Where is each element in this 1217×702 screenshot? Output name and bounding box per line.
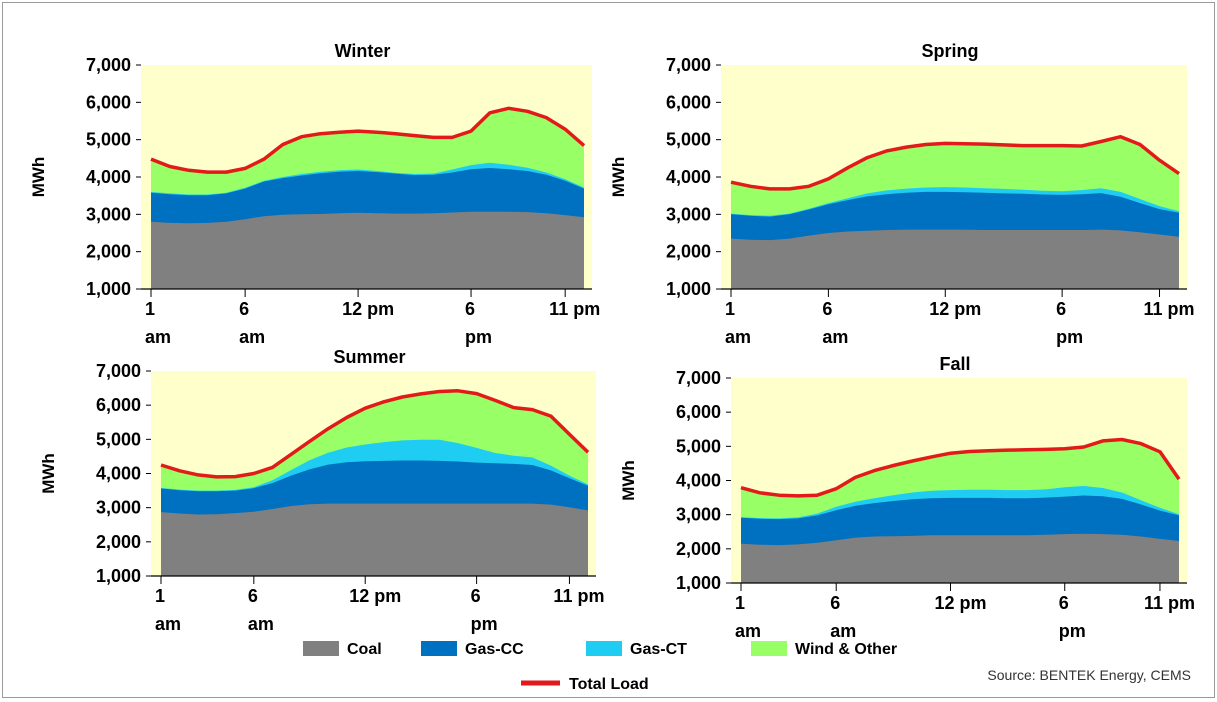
winter-xtick-sublabel: am: [145, 327, 171, 347]
fall-xtick-label: 6: [1059, 593, 1069, 613]
fall-xtick-label: 6: [830, 593, 840, 613]
winter-title: Winter: [335, 41, 391, 61]
spring-panel: 1,000 2,000 3,000 4,000 5,000 6,000 7,000 1 am 6 a…: [609, 41, 1195, 347]
winter-ytick-label: 6,000: [86, 92, 131, 112]
summer-xtick-sublabel: am: [248, 614, 274, 634]
spring-ytick-label: 4,000: [666, 167, 711, 187]
legend-swatch-wind-other: [751, 641, 787, 656]
legend-swatch-coal: [303, 641, 339, 656]
legend: Coal Gas-CC Gas-CT Wind & Other Total Lo…: [303, 641, 897, 693]
spring-area-coal: [731, 229, 1179, 289]
fall-y-axis-label: MWh: [619, 460, 638, 501]
spring-xtick-sublabel: am: [822, 327, 848, 347]
legend-label-coal: Coal: [347, 641, 382, 658]
fall-ytick-label: 3,000: [676, 505, 721, 525]
spring-y-axis-label: MWh: [609, 157, 628, 198]
winter-total-load-line: [150, 106, 586, 174]
figure-canvas: 1,000 2,000 3,000 4,000 5,000 6,000 7,000 1 am 6 a…: [29, 41, 1195, 693]
winter-ytick-label: 3,000: [86, 204, 131, 224]
spring-xtick-sublabel: pm: [1056, 327, 1083, 347]
winter-panel: 1,000 2,000 3,000 4,000 5,000 6,000 7,000 1 am 6 a…: [29, 41, 600, 347]
summer-xtick-sublabel: am: [155, 614, 181, 634]
summer-ytick-label: 1,000: [96, 566, 141, 586]
summer-xtick-label: 6: [248, 586, 258, 606]
summer-xtick-label: 6: [471, 586, 481, 606]
winter-xtick-label: 11 pm: [549, 299, 600, 319]
winter-xtick-label: 12 pm: [342, 299, 394, 319]
fall-xtick-sublabel: am: [735, 621, 761, 641]
winter-xtick-label: 6: [239, 299, 249, 319]
summer-ytick-label: 2,000: [96, 532, 141, 552]
summer-ytick-label: 3,000: [96, 498, 141, 518]
winter-ytick-label: 1,000: [86, 279, 131, 299]
winter-xtick-sublabel: pm: [465, 327, 492, 347]
winter-xtick-sublabel: am: [239, 327, 265, 347]
spring-total-load-line: [730, 134, 1180, 191]
summer-title: Summer: [333, 347, 405, 367]
summer-y-axis-label: MWh: [39, 453, 58, 494]
summer-xtick-label: 1: [155, 586, 165, 606]
fall-ytick-label: 7,000: [676, 368, 721, 388]
spring-xtick-label: 11 pm: [1144, 299, 1195, 319]
winter-ytick-label: 7,000: [86, 55, 131, 75]
winter-xtick-label: 1: [145, 299, 155, 319]
fall-area-coal: [741, 533, 1179, 583]
fall-ytick-label: 4,000: [676, 471, 721, 491]
fall-xtick-label: 12 pm: [934, 593, 986, 613]
legend-label-total-load: Total Load: [569, 676, 649, 693]
legend-label-wind-other: Wind & Other: [795, 641, 897, 658]
spring-ytick-label: 7,000: [666, 55, 711, 75]
summer-total-load-line: [160, 389, 590, 479]
summer-area-coal: [161, 503, 588, 576]
summer-xtick-label: 11 pm: [553, 586, 604, 606]
spring-ytick-label: 6,000: [666, 92, 711, 112]
fall-title: Fall: [939, 354, 970, 374]
winter-xtick-label: 6: [465, 299, 475, 319]
spring-xtick-label: 1: [725, 299, 735, 319]
fall-ytick-label: 2,000: [676, 539, 721, 559]
summer-xtick-sublabel: pm: [471, 614, 498, 634]
fall-panel: 1,000 2,000 3,000 4,000 5,000 6,000 7,000 1 am 6 a…: [619, 354, 1195, 641]
legend-swatch-gas-cc: [421, 641, 457, 656]
spring-xtick-label: 6: [822, 299, 832, 319]
winter-ytick-label: 5,000: [86, 130, 131, 150]
legend-label-gas-cc: Gas-CC: [465, 641, 524, 658]
winter-area-coal: [151, 211, 584, 289]
fall-xtick-label: 1: [735, 593, 745, 613]
spring-ytick-label: 1,000: [666, 279, 711, 299]
summer-ytick-label: 7,000: [96, 361, 141, 381]
fall-ytick-label: 5,000: [676, 436, 721, 456]
summer-xtick-label: 12 pm: [349, 586, 401, 606]
fall-xtick-sublabel: am: [830, 621, 856, 641]
winter-ytick-label: 2,000: [86, 242, 131, 262]
winter-y-axis-label: MWh: [29, 157, 48, 198]
winter-ytick-label: 4,000: [86, 167, 131, 187]
source-note: Source: BENTEK Energy, CEMS: [987, 667, 1191, 683]
summer-ytick-label: 6,000: [96, 395, 141, 415]
fall-total-load-line: [740, 437, 1181, 498]
spring-xtick-sublabel: am: [725, 327, 751, 347]
spring-xtick-label: 12 pm: [929, 299, 981, 319]
summer-ytick-label: 4,000: [96, 464, 141, 484]
fall-ytick-label: 1,000: [676, 573, 721, 593]
summer-ytick-label: 5,000: [96, 429, 141, 449]
fall-xtick-sublabel: pm: [1059, 621, 1086, 641]
spring-ytick-label: 3,000: [666, 204, 711, 224]
spring-ytick-label: 5,000: [666, 130, 711, 150]
legend-swatch-gas-ct: [586, 641, 622, 656]
spring-xtick-label: 6: [1056, 299, 1066, 319]
fall-ytick-label: 6,000: [676, 402, 721, 422]
legend-label-gas-ct: Gas-CT: [630, 641, 687, 658]
spring-ytick-label: 2,000: [666, 242, 711, 262]
summer-panel: 1,000 2,000 3,000 4,000 5,000 6,000 7,000 1 am 6 a…: [39, 347, 604, 634]
fall-xtick-label: 11 pm: [1144, 593, 1195, 613]
spring-title: Spring: [922, 41, 979, 61]
